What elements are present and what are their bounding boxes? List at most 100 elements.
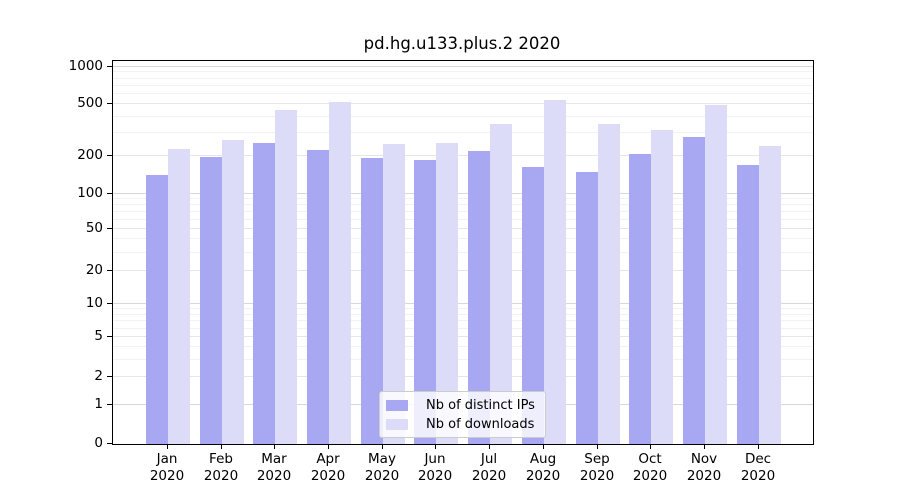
y-tick-label: 1000 [68, 58, 103, 74]
y-tick-mark [107, 193, 112, 194]
bar-downloads-oct [651, 130, 673, 444]
y-tick-label: 500 [77, 95, 103, 111]
gridline [113, 116, 813, 117]
bar-distinct-ips-jun [414, 160, 436, 444]
bar-downloads-sep [598, 124, 620, 444]
plot-area [112, 60, 814, 445]
x-tick-label: Mar 2020 [256, 451, 292, 484]
x-tick-label: Oct 2020 [632, 451, 668, 484]
y-tick-label: 200 [77, 147, 103, 163]
x-tick-label: May 2020 [364, 451, 400, 484]
x-tick-label: Jun 2020 [417, 451, 453, 484]
gridline [113, 228, 813, 229]
x-tick-label: Apr 2020 [310, 451, 346, 484]
y-tick-label: 100 [77, 185, 103, 201]
gridline [113, 270, 813, 271]
bar-distinct-ips-sep [576, 172, 598, 444]
y-tick-label: 10 [85, 295, 103, 311]
legend-item-downloads: Nb of downloads [386, 416, 535, 432]
gridline [113, 359, 813, 360]
gridline [113, 198, 813, 199]
bar-distinct-ips-dec [737, 165, 759, 444]
bar-downloads-aug [544, 100, 566, 444]
bar-distinct-ips-aug [522, 167, 544, 444]
gridline [113, 66, 813, 67]
y-tick-label: 1 [94, 396, 103, 412]
x-tick-label: Aug 2020 [525, 451, 561, 484]
gridline [113, 132, 813, 133]
gridline [113, 103, 813, 104]
legend-label-distinct-ips: Nb of distinct IPs [426, 397, 535, 413]
bar-downloads-feb [222, 140, 244, 444]
gridline [113, 346, 813, 347]
y-tick-mark [107, 228, 112, 229]
gridline [113, 211, 813, 212]
x-tick-mark [167, 444, 168, 449]
gridline [113, 219, 813, 220]
gridline [113, 85, 813, 86]
x-tick-label: Nov 2020 [686, 451, 722, 484]
y-tick-mark [107, 66, 112, 67]
x-tick-label: Dec 2020 [740, 451, 776, 484]
x-tick-mark [221, 444, 222, 449]
y-tick-mark [107, 336, 112, 337]
gridline [113, 193, 813, 194]
bar-downloads-jul [490, 124, 512, 444]
y-tick-mark [107, 443, 112, 444]
x-tick-mark [328, 444, 329, 449]
bar-distinct-ips-jan [146, 175, 168, 444]
gridline [113, 155, 813, 156]
bar-distinct-ips-oct [629, 154, 651, 444]
x-tick-label: Jul 2020 [471, 451, 507, 484]
y-tick-label: 50 [85, 220, 103, 236]
bar-downloads-apr [329, 102, 351, 444]
legend-swatch-distinct-ips [386, 399, 408, 411]
x-tick-mark [650, 444, 651, 449]
x-tick-mark [597, 444, 598, 449]
bar-downloads-may [383, 144, 405, 444]
x-tick-label: Feb 2020 [203, 451, 239, 484]
x-tick-mark [758, 444, 759, 449]
chart-title: pd.hg.u133.plus.2 2020 [363, 34, 561, 53]
x-tick-mark [489, 444, 490, 449]
x-tick-mark [435, 444, 436, 449]
bar-distinct-ips-apr [307, 150, 329, 444]
y-tick-label: 2 [94, 368, 103, 384]
gridline [113, 238, 813, 239]
gridline [113, 204, 813, 205]
legend-item-distinct-ips: Nb of distinct IPs [386, 397, 535, 413]
bar-distinct-ips-feb [200, 157, 222, 444]
y-tick-mark [107, 103, 112, 104]
legend-swatch-downloads [386, 418, 408, 430]
legend-label-downloads: Nb of downloads [426, 416, 535, 432]
y-tick-label: 0 [94, 435, 103, 451]
bar-distinct-ips-may [361, 158, 383, 444]
bar-distinct-ips-mar [253, 143, 275, 444]
x-tick-label: Jan 2020 [149, 451, 185, 484]
gridline [113, 252, 813, 253]
bar-distinct-ips-jul [468, 151, 490, 444]
bar-downloads-nov [705, 105, 727, 444]
bar-distinct-ips-nov [683, 137, 705, 444]
x-tick-label: Sep 2020 [579, 451, 615, 484]
gridline [113, 314, 813, 315]
x-tick-mark [704, 444, 705, 449]
gridline [113, 303, 813, 304]
y-tick-mark [107, 155, 112, 156]
bar-downloads-jun [436, 143, 458, 444]
gridline [113, 376, 813, 377]
bar-downloads-mar [275, 110, 297, 444]
y-tick-label: 5 [94, 328, 103, 344]
y-tick-mark [107, 270, 112, 271]
x-tick-mark [543, 444, 544, 449]
y-tick-label: 20 [85, 262, 103, 278]
gridline [113, 320, 813, 321]
bar-downloads-jan [168, 149, 190, 444]
gridline [113, 336, 813, 337]
y-tick-mark [107, 376, 112, 377]
y-tick-mark [107, 303, 112, 304]
gridline [113, 71, 813, 72]
bar-downloads-dec [759, 146, 781, 444]
gridline [113, 78, 813, 79]
